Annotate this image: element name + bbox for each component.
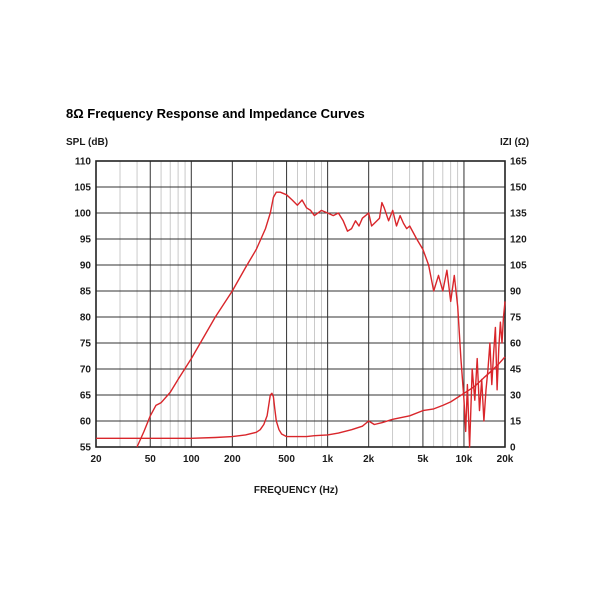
- y-right-tick-label: 60: [510, 339, 522, 350]
- x-tick-label: 20: [90, 454, 102, 465]
- y-left-tick-label: 55: [80, 443, 92, 454]
- y-left-tick-label: 65: [80, 391, 92, 402]
- x-tick-label: 200: [224, 454, 241, 465]
- y-left-tick-label: 105: [74, 183, 91, 194]
- y-right-tick-label: 105: [510, 261, 527, 272]
- y-right-tick-label: 0: [510, 443, 516, 454]
- y-right-tick-label: 75: [510, 313, 522, 324]
- x-tick-label: 500: [278, 454, 295, 465]
- y-right-tick-label: 45: [510, 365, 522, 376]
- y-right-tick-label: 90: [510, 287, 522, 298]
- y-left-tick-label: 100: [74, 209, 91, 220]
- y-right-tick-label: 15: [510, 417, 522, 428]
- y-left-tick-label: 80: [80, 313, 92, 324]
- x-tick-label: 10k: [456, 454, 473, 465]
- frequency-response-curve: [136, 191, 506, 448]
- x-tick-label: 1k: [322, 454, 334, 465]
- y-right-tick-label: 30: [510, 391, 522, 402]
- y-left-tick-label: 110: [75, 157, 92, 168]
- y-right-tick-label: 120: [510, 235, 527, 246]
- y-left-tick-label: 90: [80, 261, 92, 272]
- y-left-tick-label: 95: [80, 235, 92, 246]
- x-tick-label: 20k: [497, 454, 514, 465]
- tick-labels: 20 50 100 200 500 1k 2k 5k 10k 20k 55 60 65 70 75 80 85 9…: [74, 157, 527, 466]
- y-left-tick-label: 70: [80, 365, 92, 376]
- x-tick-label: 50: [145, 454, 157, 465]
- chart-title: 8Ω Frequency Response and Impedance Curv…: [66, 106, 365, 121]
- y-right-tick-label: 165: [510, 157, 527, 168]
- y-axis-label-left: SPL (dB): [66, 137, 108, 148]
- grid: [95, 160, 506, 448]
- x-tick-label: 2k: [363, 454, 375, 465]
- x-tick-label: 5k: [417, 454, 429, 465]
- series-layer: [96, 191, 506, 448]
- impedance-curve: [96, 356, 506, 439]
- y-axis-label-right: IZI (Ω): [500, 137, 529, 148]
- x-tick-label: 100: [183, 454, 200, 465]
- y-right-tick-label: 150: [510, 183, 527, 194]
- y-left-tick-label: 60: [80, 417, 92, 428]
- y-left-tick-label: 85: [80, 287, 92, 298]
- y-right-tick-label: 135: [510, 209, 527, 220]
- y-left-tick-label: 75: [80, 339, 92, 350]
- x-axis-label: FREQUENCY (Hz): [254, 485, 338, 496]
